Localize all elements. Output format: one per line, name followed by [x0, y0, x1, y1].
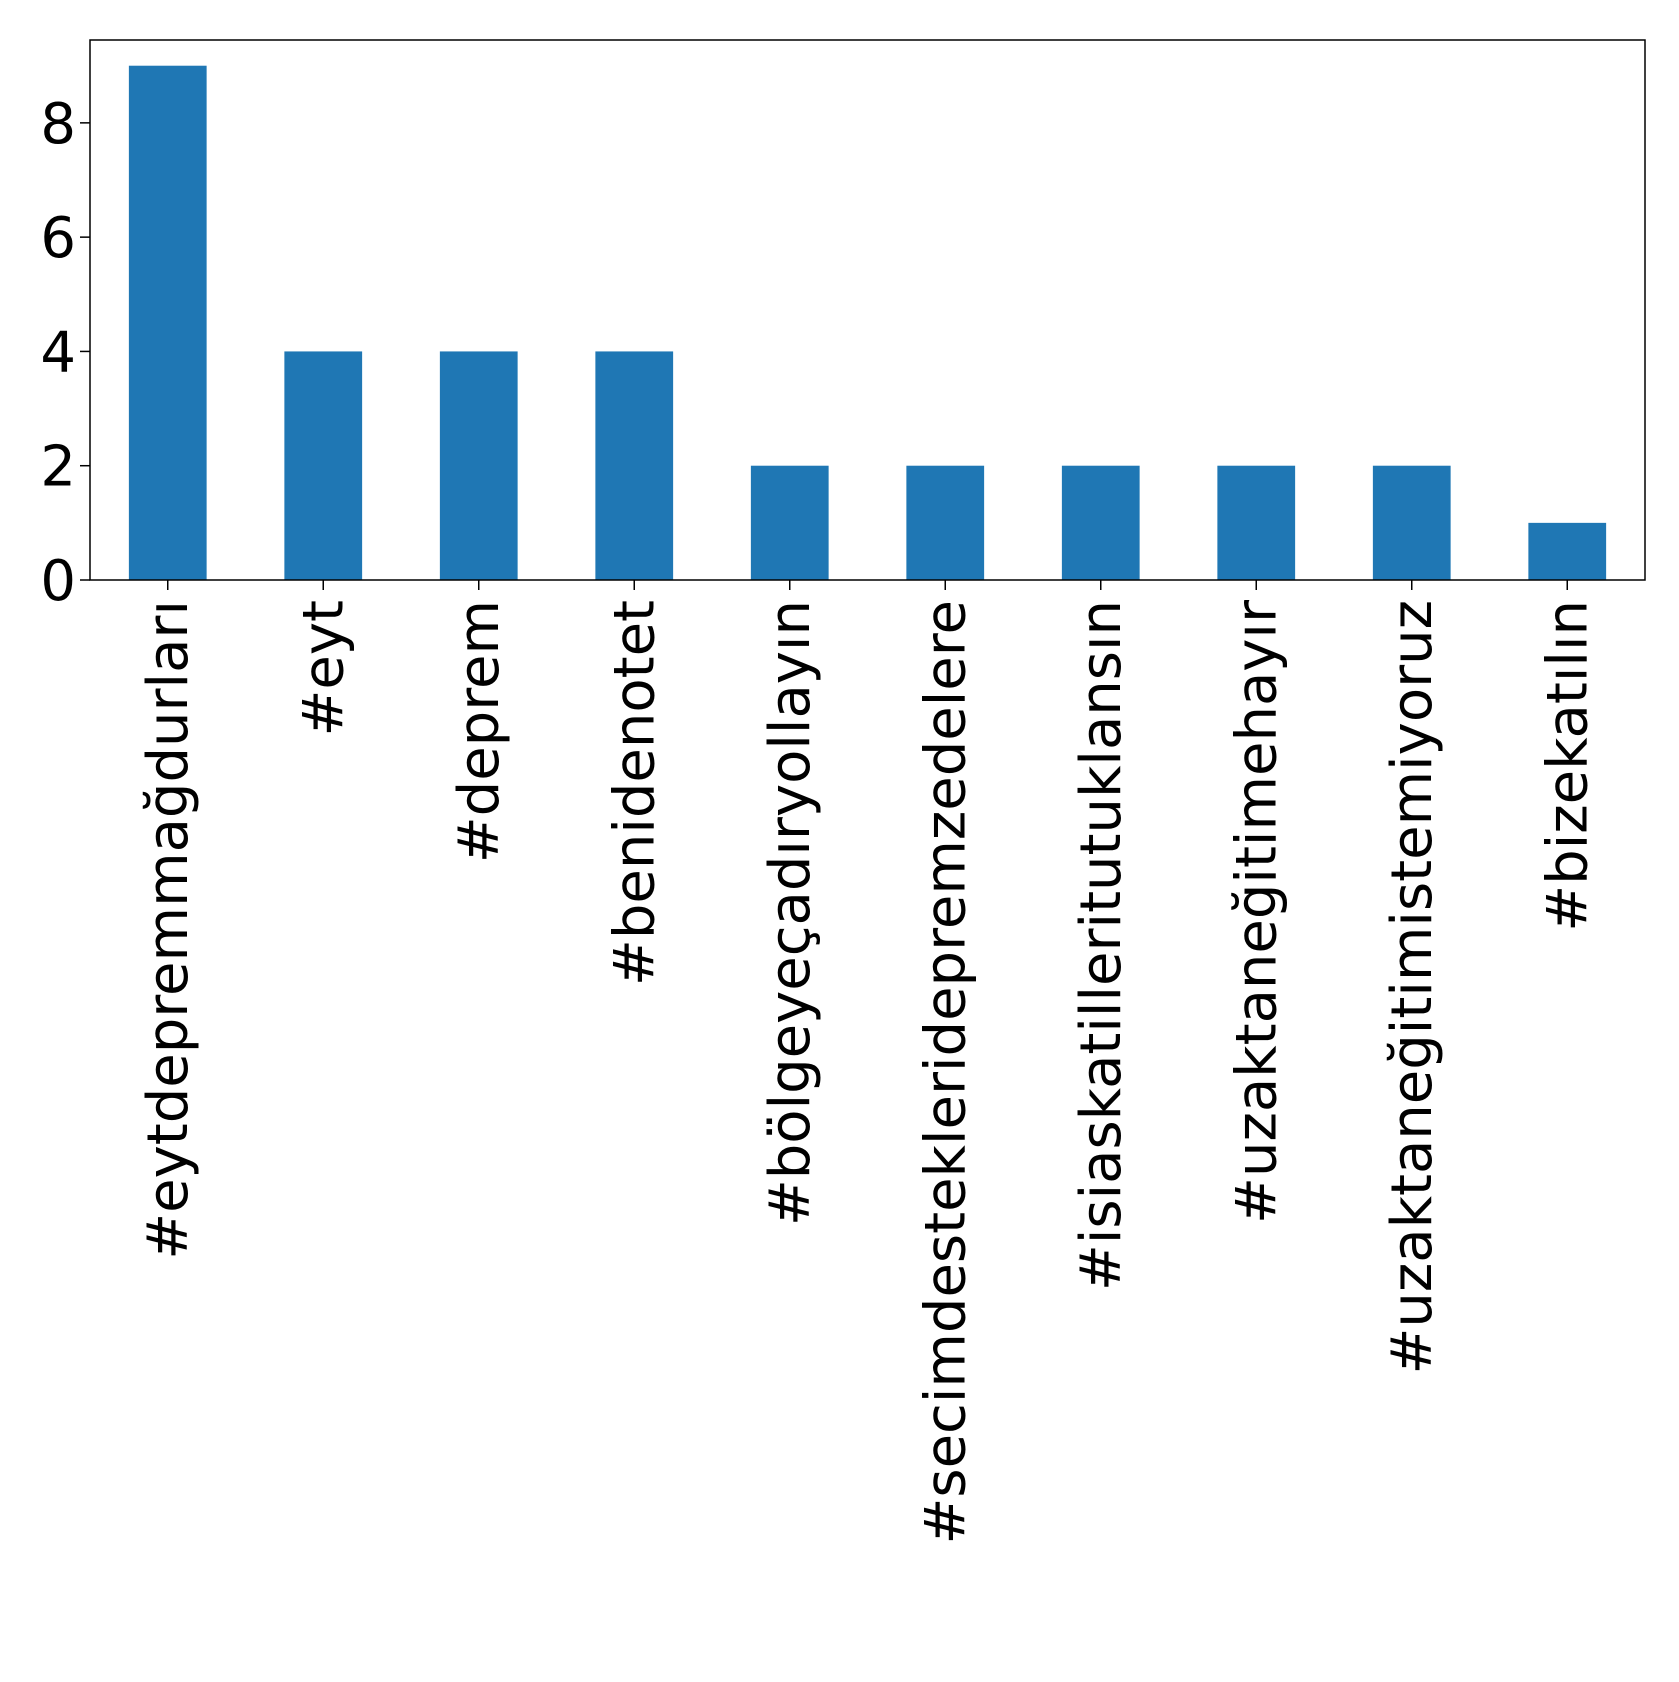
y-tick-label: 8 [40, 92, 76, 157]
y-tick-label: 2 [40, 435, 76, 500]
y-tick-label: 4 [40, 320, 76, 385]
x-tick-label: #uzaktaneğitimehayır [1224, 599, 1289, 1224]
bar [284, 351, 363, 580]
x-tick-label: #eyt [291, 600, 356, 736]
bar [1217, 465, 1296, 580]
bar [595, 351, 674, 580]
bar [1061, 465, 1140, 580]
y-axis: 0 2 4 6 8 [40, 92, 90, 614]
bars-group [128, 65, 1607, 580]
x-tick-label: #bölgeyeçadıryollayın [758, 600, 823, 1226]
bar [750, 465, 829, 580]
bar [439, 351, 518, 580]
y-tick-label: 0 [40, 549, 76, 614]
bar [1528, 522, 1607, 580]
y-tick-label: 6 [40, 206, 76, 271]
bar [906, 465, 985, 580]
x-tick-label: #bizekatılın [1535, 600, 1600, 932]
x-tick-label: #eytdepremmağdurları [136, 600, 201, 1260]
bar [128, 65, 207, 580]
bar [1372, 465, 1451, 580]
plot-frame [89, 39, 1646, 581]
x-tick-label: #secimdesteklerideprem​zedelere [913, 600, 978, 1545]
x-tick-label: #benidenotet [602, 600, 667, 986]
x-axis: #eytdepremmağdurları #eyt #deprem #benideno… [136, 580, 1600, 1545]
x-tick-label: #uzaktaneğitimistemiyoruz [1380, 600, 1445, 1375]
x-tick-label: #isiaskatilleritutuklansın [1069, 600, 1134, 1291]
x-tick-label: #deprem [447, 600, 512, 863]
